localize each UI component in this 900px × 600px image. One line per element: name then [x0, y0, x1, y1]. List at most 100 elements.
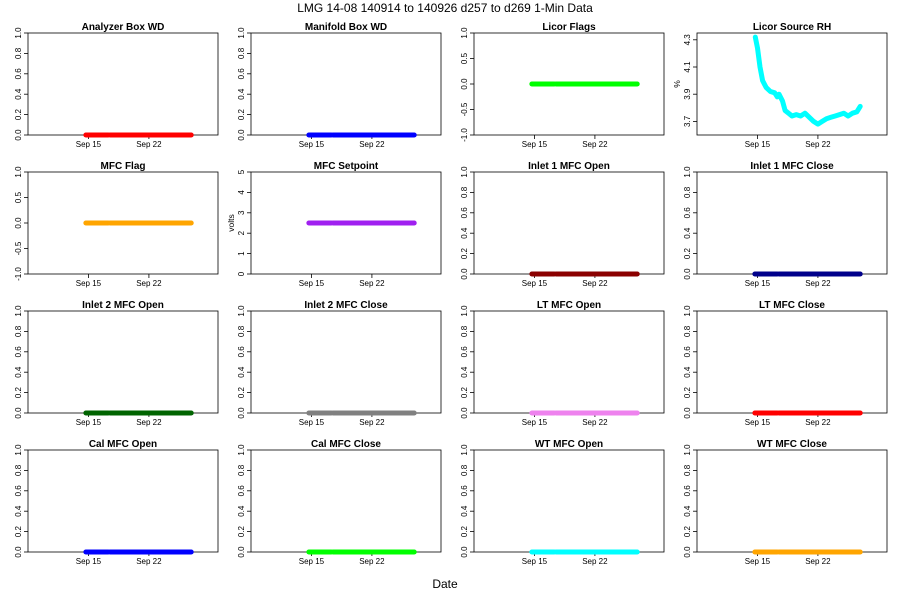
y-tick-label: 0.2 [237, 386, 246, 398]
x-tick-label: Sep 22 [805, 557, 831, 566]
x-tick-label: Sep 15 [76, 140, 102, 149]
plot-frame [27, 449, 219, 553]
x-tick-label: Sep 22 [805, 279, 831, 288]
panel-14: WT MFC Open 0.0 0.2 0.4 0.6 0.8 1.0 Sep 15 Sep 2… [460, 439, 665, 566]
panel-title: Inlet 2 MFC Open [82, 300, 164, 311]
x-tick-label: Sep 22 [136, 418, 162, 427]
y-tick-label: -1.0 [14, 267, 23, 281]
y-tick-label: 0.2 [237, 108, 246, 120]
plot-frame [27, 32, 219, 136]
y-tick-label: 1.0 [14, 166, 23, 178]
y-tick-label: 4 [237, 190, 246, 195]
panel-title: MFC Setpoint [314, 161, 379, 172]
y-tick-label: 0.0 [14, 407, 23, 419]
x-tick-label: Sep 15 [299, 418, 325, 427]
y-tick-label: 0.2 [683, 247, 692, 259]
y-tick-label: 0.6 [237, 68, 246, 80]
y-tick-label: 0.4 [14, 366, 23, 378]
x-tick-label: Sep 15 [522, 140, 548, 149]
plot-frame [696, 449, 888, 553]
y-tick-label: 0.4 [14, 88, 23, 100]
y-tick-label: 0.8 [460, 186, 469, 198]
x-tick-label: Sep 22 [582, 557, 608, 566]
plot-frame [696, 171, 888, 275]
panel-1: Manifold Box WD 0.0 0.2 0.4 0.6 0.8 1.0 Sep 15 S… [237, 22, 442, 149]
panel-title: MFC Flag [101, 161, 146, 172]
plot-frame [473, 310, 665, 414]
y-tick-label: 0.0 [237, 407, 246, 419]
panel-8: Inlet 2 MFC Open 0.0 0.2 0.4 0.6 0.8 1.0 Sep 15… [14, 300, 219, 427]
y-tick-label: 1.0 [14, 305, 23, 317]
y-tick-label: 0.6 [14, 485, 23, 497]
y-tick-label: 0.6 [237, 485, 246, 497]
series-line [752, 34, 863, 127]
y-tick-label: 0.8 [14, 464, 23, 476]
y-tick-label: 1.0 [460, 305, 469, 317]
plot-frame [473, 449, 665, 553]
x-tick-label: Sep 15 [745, 279, 771, 288]
y-tick-label: 3.9 [683, 88, 692, 100]
y-tick-label: 0.0 [683, 268, 692, 280]
panel-title: Analyzer Box WD [82, 22, 165, 33]
y-tick-label: 0.0 [460, 268, 469, 280]
x-tick-label: Sep 15 [76, 557, 102, 566]
y-tick-label: 0.5 [14, 191, 23, 203]
panel-title: Licor Source RH [753, 22, 831, 33]
y-tick-label: 1.0 [237, 444, 246, 456]
panel-6: Inlet 1 MFC Open 0.0 0.2 0.4 0.6 0.8 1.0 Sep 15… [460, 161, 665, 288]
x-tick-label: Sep 15 [522, 557, 548, 566]
panel-13: Cal MFC Close 0.0 0.2 0.4 0.6 0.8 1.0 Sep 15 Sep… [237, 439, 442, 566]
x-tick-label: Sep 15 [299, 140, 325, 149]
y-tick-label: 0.4 [237, 505, 246, 517]
figure-x-axis-title: Date [432, 577, 458, 591]
y-tick-label: 0.8 [14, 325, 23, 337]
plot-frame [27, 310, 219, 414]
y-tick-label: 1.0 [237, 27, 246, 39]
y-tick-label: 0.4 [237, 88, 246, 100]
y-tick-label: 0.4 [460, 505, 469, 517]
x-tick-label: Sep 15 [745, 418, 771, 427]
y-tick-label: 0.4 [460, 366, 469, 378]
figure-title: LMG 14-08 140914 to 140926 d257 to d269 … [297, 1, 593, 15]
y-tick-label: 0.8 [14, 47, 23, 59]
y-tick-label: -0.5 [460, 102, 469, 116]
y-tick-label: 0.0 [460, 407, 469, 419]
x-tick-label: Sep 22 [582, 279, 608, 288]
x-tick-label: Sep 22 [136, 140, 162, 149]
x-tick-label: Sep 22 [136, 557, 162, 566]
y-tick-label: 0.2 [683, 386, 692, 398]
panel-7: Inlet 1 MFC Close 0.0 0.2 0.4 0.6 0.8 1.0 Sep 1… [683, 161, 888, 288]
x-tick-label: Sep 22 [359, 140, 385, 149]
y-tick-label: 0.0 [14, 546, 23, 558]
x-tick-label: Sep 15 [745, 557, 771, 566]
panel-title: Inlet 1 MFC Close [750, 161, 834, 172]
y-tick-label: 4.1 [683, 61, 692, 73]
x-tick-label: Sep 15 [522, 279, 548, 288]
panel-title: Inlet 1 MFC Open [528, 161, 610, 172]
x-tick-label: Sep 15 [745, 140, 771, 149]
y-tick-label: 0 [237, 271, 246, 276]
panel-title: LT MFC Close [759, 300, 825, 311]
y-tick-label: 0.0 [683, 546, 692, 558]
x-tick-label: Sep 22 [359, 418, 385, 427]
y-tick-label: 0.6 [460, 346, 469, 358]
y-tick-label: 0.6 [460, 485, 469, 497]
panel-title: WT MFC Close [757, 439, 827, 450]
y-tick-label: 5 [237, 169, 246, 174]
x-tick-label: Sep 15 [76, 418, 102, 427]
y-tick-label: 4.3 [683, 34, 692, 46]
y-tick-label: 0.4 [460, 227, 469, 239]
panel-grid: Analyzer Box WD 0.0 0.2 0.4 0.6 0.8 1.0 Sep 15 S… [14, 22, 888, 566]
x-tick-label: Sep 22 [136, 279, 162, 288]
y-tick-label: 2 [237, 230, 246, 235]
y-tick-label: 0.2 [14, 525, 23, 537]
y-tick-label: 0.6 [683, 346, 692, 358]
y-tick-label: 1.0 [683, 444, 692, 456]
panel-2: Licor Flags -1.0 -0.5 0.0 0.5 1.0 Sep 15 Sep 22 [460, 22, 665, 149]
y-tick-label: 0.8 [237, 47, 246, 59]
y-tick-label: 0.4 [237, 366, 246, 378]
panel-11: LT MFC Close 0.0 0.2 0.4 0.6 0.8 1.0 Sep 15 Sep … [683, 300, 888, 427]
panel-12: Cal MFC Open 0.0 0.2 0.4 0.6 0.8 1.0 Sep 15 Sep … [14, 439, 219, 566]
panel-0: Analyzer Box WD 0.0 0.2 0.4 0.6 0.8 1.0 Sep 15 S… [14, 22, 219, 149]
